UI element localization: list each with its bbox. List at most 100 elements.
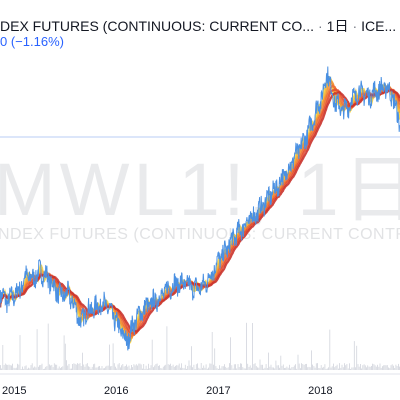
volume-bar <box>39 365 40 370</box>
volume-bar <box>333 363 334 370</box>
volume-bar <box>263 368 265 370</box>
volume-bar <box>308 366 310 370</box>
volume-bar <box>83 364 85 370</box>
volume-bar <box>222 366 224 370</box>
volume-bar <box>11 365 12 370</box>
volume-bar <box>231 365 233 370</box>
volume-bar <box>6 364 7 370</box>
volume-bar <box>63 335 65 370</box>
volume-bar <box>13 367 15 370</box>
volume-bar <box>19 335 21 370</box>
volume-bar <box>195 364 197 370</box>
volume-bar <box>203 365 205 370</box>
volume-bar <box>367 365 369 370</box>
volume-bar <box>249 365 251 370</box>
volume-bar <box>357 364 359 370</box>
volume-bar <box>218 368 219 370</box>
volume-bar <box>304 364 306 370</box>
volume-bar <box>242 367 244 370</box>
volume-bar <box>34 366 36 370</box>
volume-bar <box>23 368 25 370</box>
volume-bar <box>85 364 87 370</box>
x-tick-label: 2016 <box>104 385 128 397</box>
volume-bar <box>382 366 383 370</box>
volume-bar <box>131 365 132 370</box>
volume-bar <box>252 323 253 370</box>
exchange-label[interactable]: ICE... <box>361 18 397 34</box>
volume-bar <box>226 368 228 370</box>
volume-bar <box>364 365 366 370</box>
volume-bar <box>109 344 110 370</box>
volume-bar <box>159 365 160 370</box>
volume-bar <box>349 363 350 370</box>
volume-bar <box>124 366 126 370</box>
volume-bar <box>373 364 375 370</box>
volume-bar <box>396 366 398 370</box>
volume-bar <box>66 360 67 370</box>
volume-bar <box>216 368 218 370</box>
volume-bar <box>311 350 312 370</box>
volume-bar <box>369 366 371 370</box>
symbol-header[interactable]: DEX FUTURES (CONTINUOUS: CURRENT CO... · 1… <box>0 16 400 36</box>
volume-bar <box>233 364 235 370</box>
x-tick-label: 2015 <box>2 385 26 397</box>
volume-bar <box>187 366 189 370</box>
volume-bar <box>335 366 337 370</box>
volume-bar <box>176 365 178 370</box>
volume-bar <box>235 364 236 370</box>
volume-bar <box>313 366 315 370</box>
volume-bar <box>2 345 4 370</box>
x-tick-label: 2017 <box>206 385 230 397</box>
volume-bar <box>225 366 227 370</box>
volume-bar <box>78 363 80 370</box>
volume-bar <box>285 367 287 370</box>
volume-bar <box>211 332 213 370</box>
volume-bar <box>154 365 156 370</box>
x-axis-ticks: 2015 2016 2017 2018 <box>2 385 333 397</box>
volume-bar <box>178 363 180 370</box>
volume-bar <box>356 345 358 370</box>
volume-bar <box>200 363 202 370</box>
volume-bar <box>86 363 88 370</box>
volume-bar <box>57 368 59 370</box>
volume-bar <box>69 368 71 370</box>
volume-bar <box>149 368 151 370</box>
volume-bar <box>160 368 162 370</box>
volume-bar <box>360 364 361 370</box>
volume-bar <box>46 366 48 370</box>
volume-bar <box>362 365 364 370</box>
volume-bar <box>280 355 282 370</box>
volume-bar <box>224 364 225 370</box>
interval-label[interactable]: 1日 <box>326 18 349 34</box>
volume-bar <box>209 363 211 370</box>
volume-bar <box>271 367 273 370</box>
volume-bar <box>386 365 388 370</box>
volume-bar <box>276 365 278 370</box>
volume-bar <box>20 369 22 370</box>
volume-bar <box>346 364 348 370</box>
volume-bar <box>213 364 214 370</box>
volume-bar <box>7 364 9 370</box>
volume-bar <box>260 364 262 370</box>
volume-bar <box>355 367 356 370</box>
volume-bar <box>270 364 272 370</box>
volume-bar <box>151 339 153 370</box>
volume-bar <box>50 365 51 370</box>
volume-bar <box>14 368 16 370</box>
volume-bar <box>122 364 124 370</box>
volume-bar <box>214 348 216 370</box>
volume-bar <box>72 364 73 370</box>
volume-bar <box>167 364 169 370</box>
volume-bar <box>251 367 252 370</box>
header-separator: · <box>317 18 323 34</box>
volume-bar <box>266 368 268 370</box>
volume-bar <box>390 365 392 370</box>
volume-bar <box>395 364 397 370</box>
volume-bar <box>326 368 328 370</box>
volume-bars <box>0 322 400 370</box>
volume-bar <box>383 365 385 370</box>
volume-bar <box>173 366 175 370</box>
volume-bar <box>219 365 220 370</box>
